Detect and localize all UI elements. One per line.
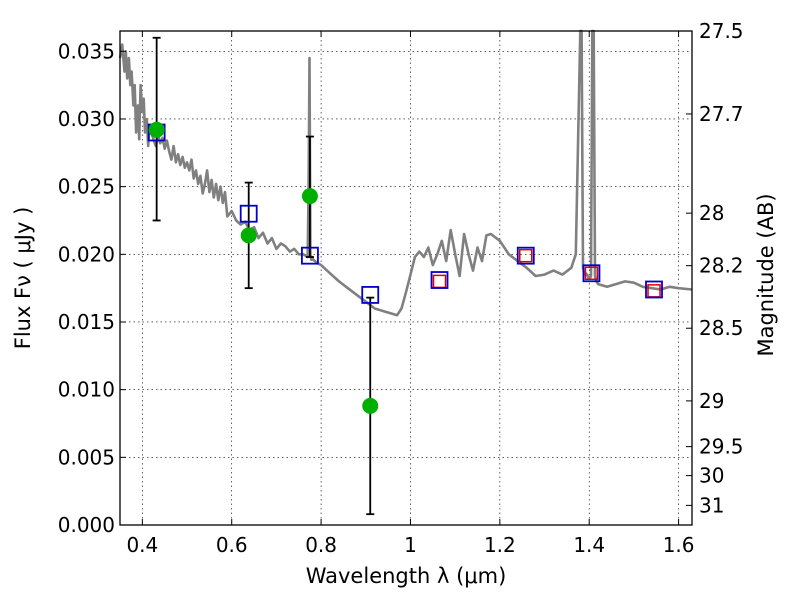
red-marker [584, 266, 599, 281]
right-tick-label: 27.7 [699, 102, 744, 126]
observed-point [148, 121, 165, 138]
x-tick-label: 0.6 [216, 533, 248, 557]
x-tick-label: 1.6 [663, 533, 695, 557]
model-photometry-square [430, 271, 449, 289]
x-tick-label: 1.4 [573, 533, 605, 557]
y-tick-label: 0.015 [58, 310, 115, 334]
right-axis-label: Magnitude (AB) [754, 193, 778, 356]
right-tick-label: 31 [699, 493, 724, 517]
model-photometry-square [361, 286, 380, 304]
y-axis-label: Flux Fν ( μJy ) [11, 207, 35, 350]
x-axis-label: Wavelength λ (μm) [306, 564, 507, 588]
data-points [147, 121, 663, 414]
right-tick-label: 29 [699, 389, 724, 413]
right-tick-label: 27.5 [699, 19, 744, 43]
y-tick-label: 0.000 [58, 513, 115, 537]
plot-frame [119, 30, 693, 526]
right-tick-label: 28.2 [699, 254, 744, 278]
right-tick-label: 28.5 [699, 316, 744, 340]
x-tick-label: 1.2 [484, 533, 516, 557]
model-photometry-square [239, 204, 258, 223]
model-photometry-square [582, 264, 601, 283]
x-tick-label: 0.4 [126, 533, 158, 557]
red-marker [519, 248, 533, 263]
model-photometry-square [516, 246, 535, 265]
x-tick-label: 1 [404, 533, 417, 557]
observed-point [240, 227, 257, 244]
observed-point [301, 188, 318, 205]
model-photometry-square [645, 280, 663, 299]
y-tick-label: 0.030 [58, 107, 115, 131]
x-tick-label: 0.8 [305, 533, 337, 557]
y-tick-label: 0.025 [58, 175, 115, 199]
right-tick-label: 28 [699, 201, 724, 225]
y-tick-label: 0.020 [58, 242, 115, 266]
y-tick-label: 0.005 [58, 445, 115, 469]
right-tick-label: 30 [699, 464, 724, 488]
model-photometry-square [301, 246, 319, 265]
observed-point [362, 397, 379, 414]
y-tick-label: 0.035 [58, 39, 115, 63]
y-tick-label: 0.010 [58, 378, 115, 402]
axis-ticks: 0.4 0.6 0.8 1 1.2 1.4 1.6 0.000 0.005 0.010 0.015 0… [58, 19, 744, 557]
right-tick-label: 29.5 [699, 435, 744, 459]
